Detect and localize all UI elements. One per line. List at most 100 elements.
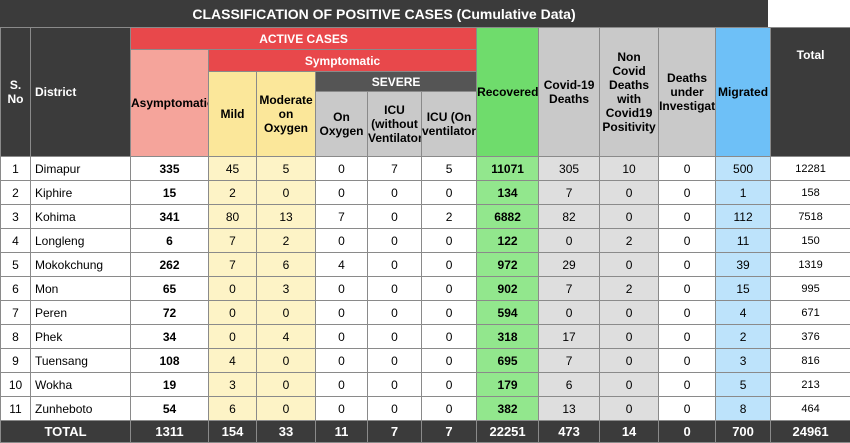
row-on-oxygen: 4: [315, 252, 368, 277]
row-sno: 2: [0, 180, 31, 205]
row-covid-deaths: 0: [538, 300, 601, 325]
row-total: 150: [770, 228, 850, 253]
row-icu-without: 0: [367, 348, 422, 373]
total-moderate: 33: [256, 420, 316, 443]
row-on-oxygen: 0: [315, 228, 368, 253]
row-recovered: 134: [476, 180, 540, 205]
row-recovered: 695: [476, 348, 540, 373]
col-migrated: Migrated: [715, 27, 772, 157]
total-investigation: 0: [658, 420, 717, 443]
row-icu-on: 0: [420, 324, 478, 349]
row-total: 7518: [770, 204, 850, 229]
total-non-covid: 14: [599, 420, 660, 443]
total-icu-on: 7: [420, 420, 478, 443]
row-icu-on: 0: [420, 396, 478, 421]
header-severe: SEVERE: [314, 71, 478, 92]
table-row: 11 Zunheboto 54 6 0 0 0 0 382 13 0 0 8 464: [0, 396, 850, 421]
row-covid-deaths: 305: [538, 156, 601, 181]
row-recovered: 972: [476, 252, 540, 277]
row-covid-deaths: 0: [538, 228, 601, 253]
total-mild: 154: [208, 420, 257, 443]
row-on-oxygen: 0: [315, 372, 368, 397]
row-district: Mon: [30, 276, 131, 301]
row-icu-without: 0: [367, 324, 422, 349]
row-non-covid: 10: [599, 156, 660, 181]
row-total: 213: [770, 372, 850, 397]
row-mild: 80: [208, 204, 257, 229]
row-covid-deaths: 7: [538, 276, 601, 301]
row-icu-on: 0: [420, 276, 478, 301]
row-icu-without: 0: [367, 276, 422, 301]
row-icu-on: 0: [420, 348, 478, 373]
row-icu-on: 0: [420, 228, 478, 253]
row-sno: 3: [0, 204, 31, 229]
row-total: 464: [770, 396, 850, 421]
row-total: 158: [770, 180, 850, 205]
col-sno: S. No: [0, 27, 31, 157]
row-total: 12281: [770, 156, 850, 181]
row-non-covid: 0: [599, 348, 660, 373]
table-row: 6 Mon 65 0 3 0 0 0 902 7 2 0 15 995: [0, 276, 850, 301]
row-mild: 7: [208, 228, 257, 253]
row-covid-deaths: 6: [538, 372, 601, 397]
row-district: Kohima: [30, 204, 131, 229]
table-row: 3 Kohima 341 80 13 7 0 2 6882 82 0 0 112 7518: [0, 204, 850, 229]
row-sno: 4: [0, 228, 31, 253]
row-asymptomatic: 108: [130, 348, 209, 373]
table-row: 5 Mokokchung 262 7 6 4 0 0 972 29 0 0 39 1319: [0, 252, 850, 277]
row-investigation: 0: [658, 180, 717, 205]
row-moderate: 6: [256, 252, 316, 277]
col-district: District: [30, 27, 131, 157]
row-investigation: 0: [658, 204, 717, 229]
row-icu-on: 2: [420, 204, 478, 229]
row-district: Kiphire: [30, 180, 131, 205]
row-investigation: 0: [658, 156, 717, 181]
row-mild: 45: [208, 156, 257, 181]
row-moderate: 4: [256, 324, 316, 349]
row-mild: 0: [208, 300, 257, 325]
row-non-covid: 0: [599, 324, 660, 349]
row-asymptomatic: 19: [130, 372, 209, 397]
row-icu-without: 0: [367, 180, 422, 205]
row-total: 671: [770, 300, 850, 325]
col-on-oxygen: On Oxygen: [315, 91, 368, 157]
row-non-covid: 0: [599, 252, 660, 277]
total-recovered: 22251: [476, 420, 540, 443]
row-asymptomatic: 72: [130, 300, 209, 325]
table-row: 10 Wokha 19 3 0 0 0 0 179 6 0 0 5 213: [0, 372, 850, 397]
col-deaths-investigation: Deaths under Investigation: [658, 27, 717, 157]
row-migrated: 39: [715, 252, 772, 277]
total-total: 24961: [770, 420, 850, 443]
total-label: TOTAL: [0, 420, 131, 443]
total-asymptomatic: 1311: [130, 420, 209, 443]
row-on-oxygen: 0: [315, 300, 368, 325]
row-investigation: 0: [658, 252, 717, 277]
row-migrated: 15: [715, 276, 772, 301]
row-moderate: 2: [256, 228, 316, 253]
row-non-covid: 0: [599, 396, 660, 421]
table-row: 8 Phek 34 0 4 0 0 0 318 17 0 0 2 376: [0, 324, 850, 349]
row-district: Longleng: [30, 228, 131, 253]
col-moderate: Moderate on Oxygen: [256, 71, 316, 157]
table-body: 1 Dimapur 335 45 5 0 7 5 11071 305 10 0 500 12281 2 Kip…: [0, 156, 850, 421]
row-covid-deaths: 17: [538, 324, 601, 349]
total-covid-deaths: 473: [538, 420, 601, 443]
row-investigation: 0: [658, 228, 717, 253]
row-sno: 11: [0, 396, 31, 421]
row-migrated: 500: [715, 156, 772, 181]
row-asymptomatic: 335: [130, 156, 209, 181]
row-mild: 4: [208, 348, 257, 373]
row-asymptomatic: 15: [130, 180, 209, 205]
row-migrated: 3: [715, 348, 772, 373]
col-mild: Mild: [208, 71, 257, 157]
row-investigation: 0: [658, 396, 717, 421]
row-district: Tuensang: [30, 348, 131, 373]
row-total: 816: [770, 348, 850, 373]
row-moderate: 13: [256, 204, 316, 229]
row-migrated: 1: [715, 180, 772, 205]
row-asymptomatic: 34: [130, 324, 209, 349]
col-total: Total: [770, 27, 850, 157]
row-mild: 7: [208, 252, 257, 277]
row-investigation: 0: [658, 300, 717, 325]
row-non-covid: 0: [599, 300, 660, 325]
